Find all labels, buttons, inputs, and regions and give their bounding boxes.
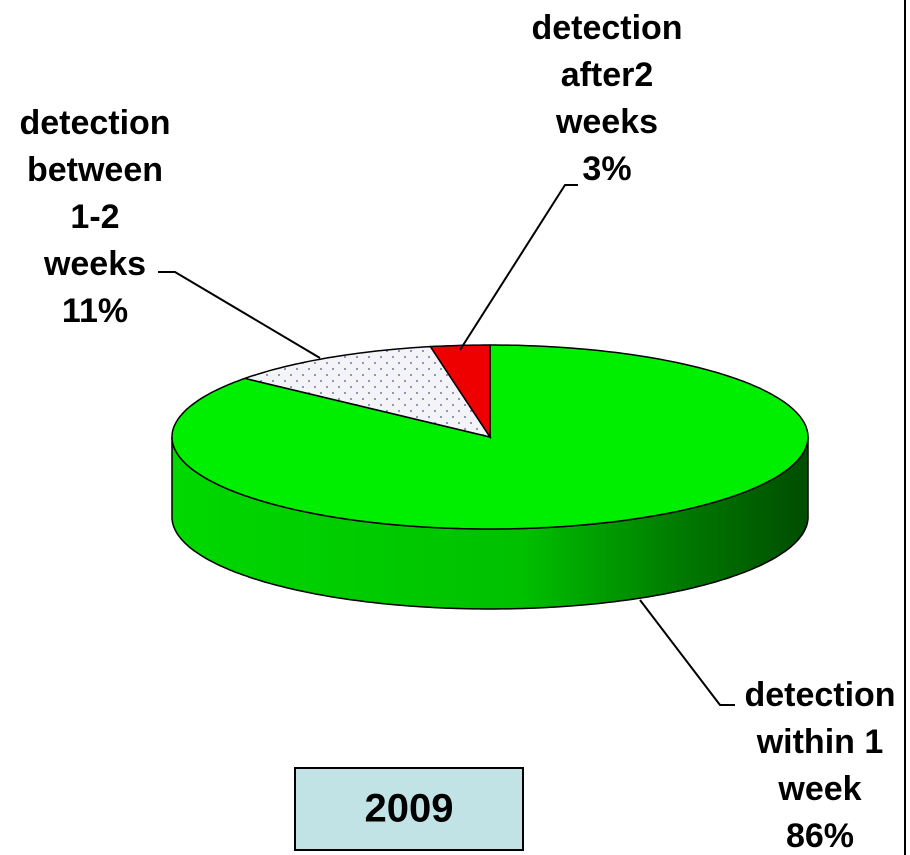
- leader-line: [459, 184, 578, 351]
- pie: [171, 344, 809, 610]
- title-box: [294, 767, 524, 851]
- slice: [242, 345, 492, 439]
- value-label: 11%: [62, 292, 128, 330]
- value-label: 86%: [786, 817, 854, 855]
- category-label: detection within 1 week: [744, 676, 895, 808]
- category-label: detection between 1-2 weeks: [19, 104, 170, 283]
- chart-title: 2009: [365, 787, 454, 831]
- leader-line: [158, 271, 321, 359]
- slice: [429, 344, 491, 440]
- category-label: detection after2 weeks: [531, 9, 682, 141]
- value-label: 3%: [582, 150, 631, 188]
- leader-line: [639, 599, 735, 706]
